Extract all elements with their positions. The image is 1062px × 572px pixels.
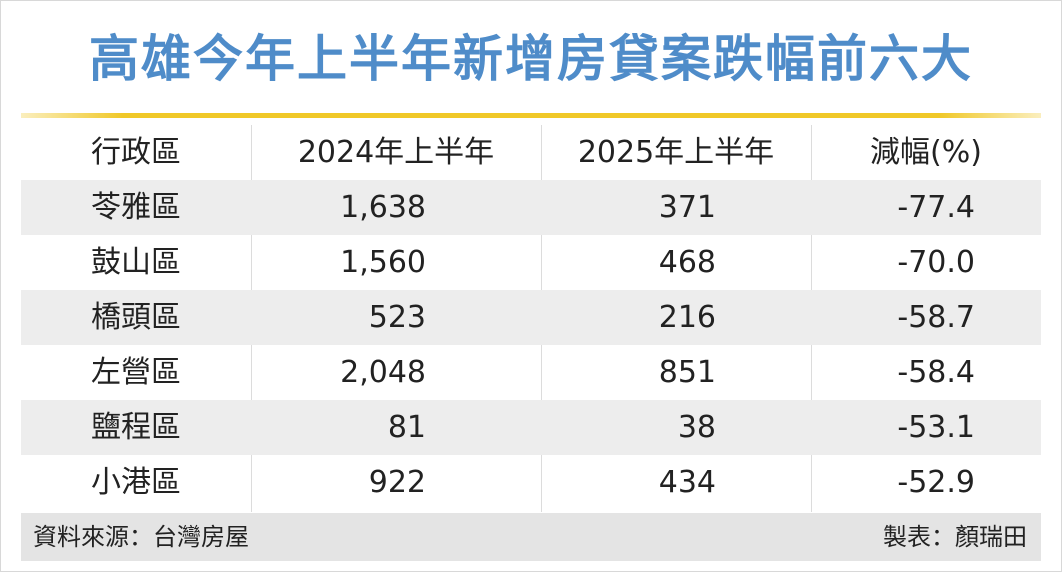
- table-cell: -53.1: [897, 410, 975, 445]
- footer: 資料來源：台灣房屋 製表：顏瑞田: [21, 513, 1041, 561]
- table-cell: -77.4: [897, 190, 975, 225]
- table-row: 苓雅區 1,638 371 -77.4: [21, 180, 1041, 235]
- table-row: 橋頭區 523 216 -58.7: [21, 290, 1041, 345]
- title-rule: [21, 113, 1041, 118]
- table-cell: -70.0: [897, 245, 975, 280]
- table-cell: 苓雅區: [91, 190, 181, 225]
- title: 高雄今年上半年新增房貸案跌幅前六大: [89, 30, 973, 88]
- header-cell: 減幅(%): [870, 135, 982, 170]
- table-row: 鹽程區 81 38 -53.1: [21, 400, 1041, 455]
- table-cell: 851: [658, 355, 716, 390]
- table-cell: 371: [658, 190, 716, 225]
- header-row: 行政區 2024年上半年 2025年上半年 減幅(%): [21, 125, 1041, 180]
- table-row: 鼓山區 1,560 468 -70.0: [21, 235, 1041, 290]
- table-cell: 523: [368, 300, 426, 335]
- table-cell: 鹽程區: [91, 410, 181, 445]
- table-cell: 1,638: [340, 190, 426, 225]
- header-cell: 2024年上半年: [297, 135, 495, 170]
- table-cell: 38: [677, 410, 716, 445]
- table-cell: 1,560: [340, 245, 426, 280]
- table-cell: 鼓山區: [91, 245, 181, 280]
- source: 資料來源：台灣房屋: [33, 523, 249, 551]
- table-cell: 922: [368, 465, 426, 500]
- table-cell: -58.4: [897, 355, 975, 390]
- table: 行政區 2024年上半年 2025年上半年 減幅(%) 苓雅區 1,638 371 -77.4…: [21, 125, 1041, 510]
- table-cell: 468: [658, 245, 716, 280]
- header-cell: 行政區: [91, 135, 181, 170]
- table-cell: 橋頭區: [91, 300, 181, 335]
- table-cell: 2,048: [340, 355, 426, 390]
- table-cell: -52.9: [897, 465, 975, 500]
- table-cell: 小港區: [91, 465, 181, 500]
- table-cell: -58.7: [897, 300, 975, 335]
- table-cell: 81: [387, 410, 426, 445]
- header-cell: 2025年上半年: [577, 135, 775, 170]
- table-row: 左營區 2,048 851 -58.4: [21, 345, 1041, 400]
- table-row: 小港區 922 434 -52.9: [21, 455, 1041, 510]
- author: 製表：顏瑞田: [883, 523, 1027, 551]
- table-cell: 434: [658, 465, 716, 500]
- table-cell: 左營區: [91, 355, 181, 390]
- table-cell: 216: [658, 300, 716, 335]
